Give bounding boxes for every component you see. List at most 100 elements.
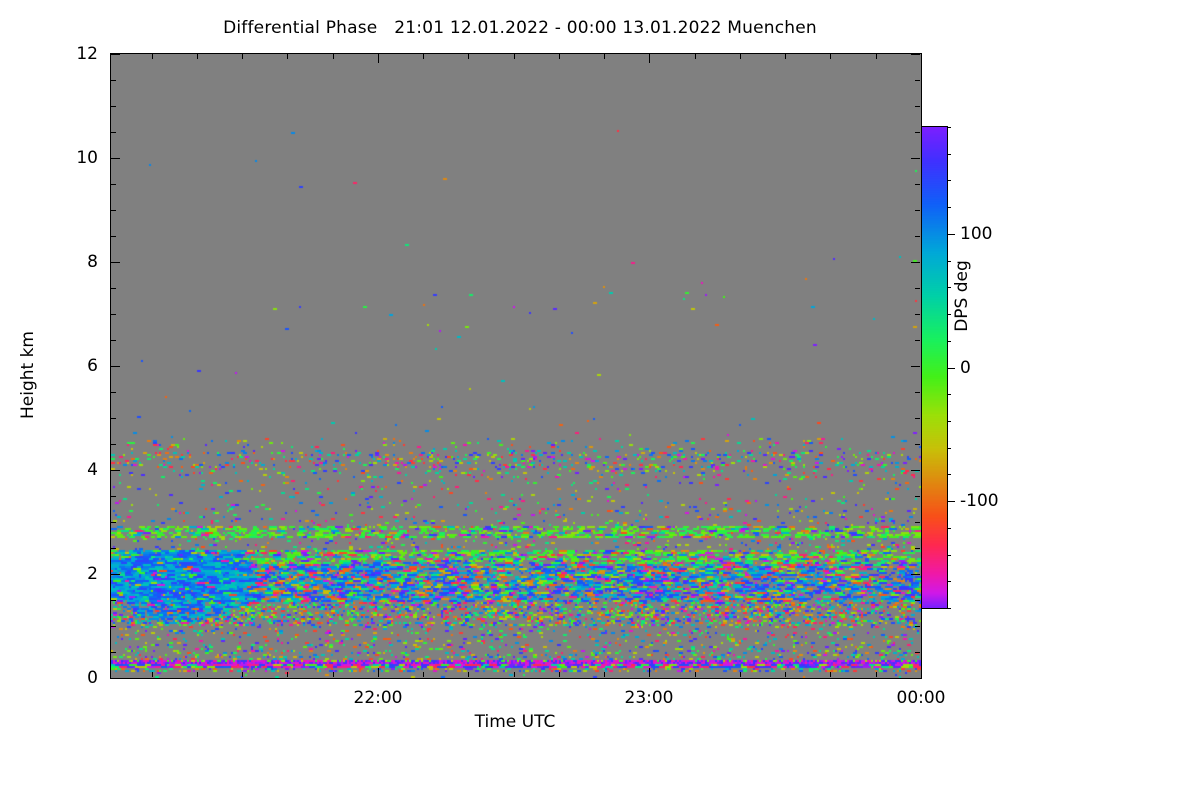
y-tick-major [911, 262, 920, 263]
y-tick-minor [111, 392, 116, 393]
x-tick-major [649, 668, 650, 677]
y-tick-minor [111, 314, 116, 315]
radar-heatmap [111, 54, 921, 678]
y-tick-minor [915, 548, 920, 549]
x-tick-minor [830, 54, 831, 59]
x-tick-minor [695, 54, 696, 59]
y-tick-minor [111, 652, 116, 653]
x-tick-minor [197, 672, 198, 677]
x-tick-minor [197, 54, 198, 59]
x-tick-minor [468, 54, 469, 59]
colorbar-tick-minor [947, 341, 951, 342]
y-tick-major [111, 678, 120, 679]
colorbar-tick-minor [947, 581, 951, 582]
colorbar-tick-minor [947, 287, 951, 288]
y-tick-minor [111, 522, 116, 523]
x-tick-label: 00:00 [896, 688, 946, 708]
y-tick-minor [915, 626, 920, 627]
y-tick-minor [111, 184, 116, 185]
x-tick-minor [604, 54, 605, 59]
x-tick-minor [333, 672, 334, 677]
x-axis-title: Time UTC [474, 712, 556, 732]
y-tick-minor [915, 652, 920, 653]
y-tick-minor [915, 418, 920, 419]
page-title: Differential Phase 21:01 12.01.2022 - 00… [223, 18, 817, 38]
y-axis-title: Height km [18, 331, 38, 420]
y-tick-minor [111, 106, 116, 107]
x-tick-minor [785, 672, 786, 677]
y-tick-minor [915, 496, 920, 497]
x-tick-minor [287, 672, 288, 677]
x-tick-label: 23:00 [624, 688, 674, 708]
y-tick-minor [915, 132, 920, 133]
x-tick-minor [468, 672, 469, 677]
y-tick-minor [915, 522, 920, 523]
x-tick-minor [514, 672, 515, 677]
colorbar-tick-minor [947, 474, 951, 475]
y-tick-minor [111, 340, 116, 341]
colorbar-tick-major [947, 234, 955, 235]
x-tick-minor [287, 54, 288, 59]
y-tick-minor [915, 288, 920, 289]
y-tick-minor [915, 314, 920, 315]
y-tick-major [911, 574, 920, 575]
x-tick-major [649, 54, 650, 63]
x-tick-minor [559, 672, 560, 677]
plot-area[interactable] [110, 53, 922, 679]
colorbar-tick-major [947, 501, 955, 502]
y-tick-minor [915, 444, 920, 445]
y-tick-label: 12 [76, 44, 98, 64]
x-tick-minor [695, 672, 696, 677]
x-tick-minor [242, 672, 243, 677]
colorbar[interactable] [921, 126, 948, 609]
x-tick-label: 22:00 [353, 688, 403, 708]
colorbar-gradient [922, 127, 947, 608]
y-tick-minor [111, 444, 116, 445]
y-tick-major [111, 470, 120, 471]
y-tick-major [911, 54, 920, 55]
x-tick-minor [423, 54, 424, 59]
y-tick-minor [111, 418, 116, 419]
colorbar-tick-minor [947, 421, 951, 422]
colorbar-tick-major [947, 368, 955, 369]
x-tick-minor [876, 672, 877, 677]
colorbar-tick-minor [947, 127, 951, 128]
y-tick-major [111, 158, 120, 159]
x-tick-minor [604, 672, 605, 677]
y-tick-label: 8 [87, 252, 98, 272]
x-tick-major [921, 54, 922, 63]
x-tick-minor [559, 54, 560, 59]
colorbar-tick-label: -100 [960, 491, 999, 511]
y-tick-major [111, 262, 120, 263]
x-tick-minor [740, 672, 741, 677]
y-tick-major [111, 366, 120, 367]
colorbar-tick-minor [947, 154, 951, 155]
y-tick-minor [111, 132, 116, 133]
colorbar-tick-label: 100 [960, 224, 993, 244]
y-tick-minor [111, 626, 116, 627]
colorbar-tick-minor [947, 448, 951, 449]
x-tick-minor [242, 54, 243, 59]
x-tick-major [921, 668, 922, 677]
colorbar-tick-minor [947, 608, 951, 609]
x-tick-minor [514, 54, 515, 59]
colorbar-tick-minor [947, 180, 951, 181]
y-tick-minor [915, 392, 920, 393]
x-tick-minor [830, 672, 831, 677]
colorbar-tick-minor [947, 528, 951, 529]
y-tick-minor [915, 106, 920, 107]
x-tick-minor [152, 672, 153, 677]
y-tick-minor [915, 340, 920, 341]
colorbar-tick-minor [947, 207, 951, 208]
y-tick-major [111, 574, 120, 575]
y-tick-minor [915, 210, 920, 211]
y-tick-minor [915, 184, 920, 185]
y-tick-minor [111, 236, 116, 237]
x-tick-minor [333, 54, 334, 59]
y-tick-major [911, 366, 920, 367]
y-tick-minor [111, 80, 116, 81]
y-tick-major [911, 678, 920, 679]
y-tick-minor [111, 496, 116, 497]
y-tick-minor [111, 548, 116, 549]
